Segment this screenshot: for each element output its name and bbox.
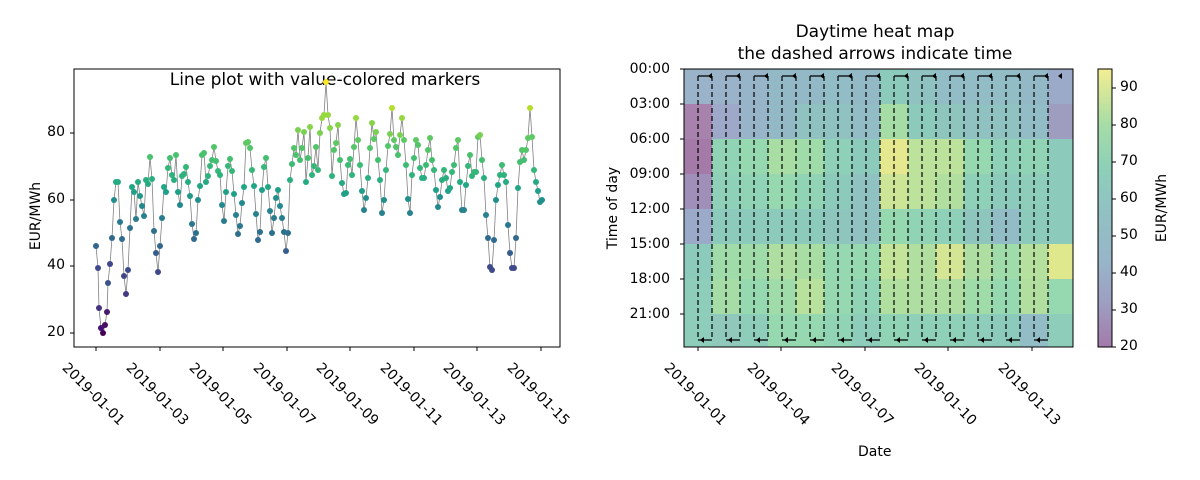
colorbar-label: EUR/MWh: [1154, 173, 1170, 243]
colorbar-tick: 90: [1120, 79, 1138, 95]
left-axes-frame: [73, 68, 561, 348]
heatmap-ytick: 15:00: [629, 236, 670, 252]
left-xticks: [95, 347, 542, 351]
colorbar-tick: 40: [1120, 264, 1138, 280]
left-ytick-20: 20: [47, 324, 65, 340]
heatmap-ytick: 12:00: [629, 201, 670, 217]
value-colored-markers: [93, 79, 545, 336]
left-ytick-60: 60: [47, 191, 65, 207]
heatmap-yticks: [680, 68, 684, 315]
colorbar-tick: 60: [1120, 190, 1138, 206]
colorbar-ticks: [1112, 87, 1116, 348]
left-plot-area: [70, 68, 561, 351]
heatmap-x-axis-label: Date: [858, 444, 892, 460]
heatmap-ytick: 09:00: [629, 166, 670, 182]
colorbar-tick: 70: [1120, 153, 1138, 169]
heatmap-ytick: 00:00: [629, 61, 670, 77]
right-chart-title-line1: Daytime heat map: [795, 22, 955, 42]
heatmap-ytick: 18:00: [629, 271, 670, 287]
heatmap-ytick: 03:00: [629, 96, 670, 112]
heatmap-y-axis-label: Time of day: [605, 166, 621, 250]
left-ytick-80: 80: [47, 124, 65, 140]
dashed-time-arrows: [697, 76, 1049, 340]
heatmap-frame: [683, 68, 1074, 348]
colorbar-tick: 20: [1120, 338, 1138, 354]
heatmap-ytick: 06:00: [629, 131, 670, 147]
colorbar-tick: 50: [1120, 227, 1138, 243]
colorbar-tick: 30: [1120, 301, 1138, 317]
heatmap-ytick: 21:00: [629, 306, 670, 322]
colorbar-tick: 80: [1120, 116, 1138, 132]
left-ytick-40: 40: [47, 257, 65, 273]
heatmap-cells: [684, 69, 1073, 347]
colorbar: [1097, 68, 1113, 348]
heatmap-xticks: [697, 347, 1033, 351]
left-yticks: [70, 132, 74, 334]
right-chart-title-line2: the dashed arrows indicate time: [737, 44, 1013, 64]
